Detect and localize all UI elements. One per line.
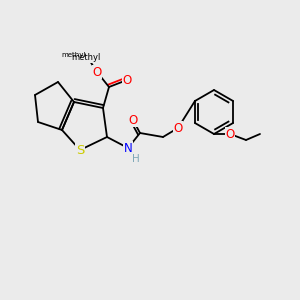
Text: O: O bbox=[225, 128, 235, 140]
Text: O: O bbox=[173, 122, 183, 134]
Text: methyl: methyl bbox=[62, 52, 86, 58]
Text: N: N bbox=[124, 142, 132, 154]
Text: O: O bbox=[128, 113, 138, 127]
Text: S: S bbox=[76, 143, 84, 157]
Text: H: H bbox=[132, 154, 140, 164]
Text: methyl: methyl bbox=[71, 53, 101, 62]
Text: O: O bbox=[122, 74, 132, 86]
Text: O: O bbox=[92, 65, 102, 79]
